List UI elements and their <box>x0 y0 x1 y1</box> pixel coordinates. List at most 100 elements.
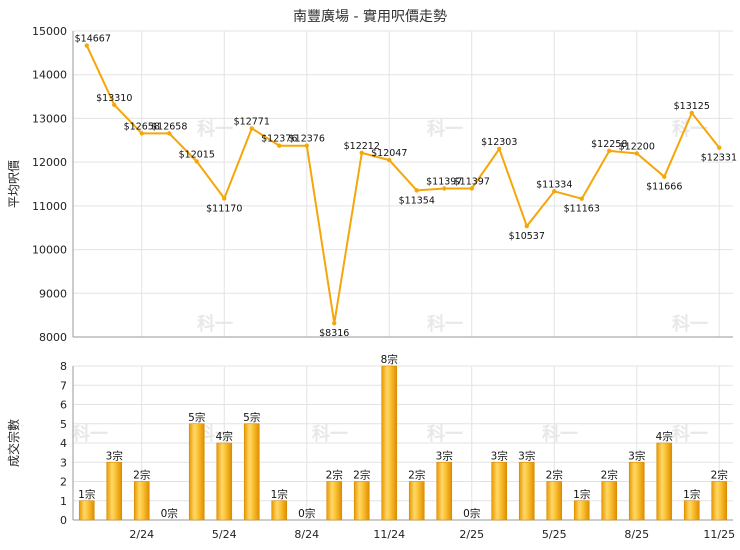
y-tick-label: 4 <box>60 437 67 450</box>
y-tick-label: 12000 <box>32 156 67 169</box>
price-data-label: $11397 <box>454 177 490 188</box>
price-data-label: $10537 <box>509 231 545 242</box>
price-point <box>524 223 529 229</box>
volume-bar <box>711 481 728 521</box>
volume-bar <box>326 481 343 521</box>
volume-data-label: 2宗 <box>326 469 343 482</box>
volume-data-label: 2宗 <box>711 469 728 482</box>
price-point <box>84 43 89 48</box>
price-data-label: $12303 <box>481 137 517 148</box>
volume-bar <box>106 461 123 521</box>
y-axis-title: 成交宗數 <box>6 419 21 467</box>
price-data-label: $12771 <box>234 116 270 127</box>
watermark-text: 科一 <box>542 423 578 445</box>
volume-data-label: 0宗 <box>298 507 315 520</box>
volume-bar <box>683 500 700 521</box>
price-line-chart: 科一科一科一科一科一科一8000900010000110001200013000… <box>7 25 737 344</box>
volume-data-label: 4宗 <box>656 430 673 443</box>
watermark-text: 科一 <box>672 118 708 140</box>
price-point <box>304 143 309 148</box>
price-data-label: $14667 <box>75 34 111 45</box>
volume-bar <box>381 365 398 521</box>
y-tick-label: 14000 <box>32 69 67 82</box>
price-data-label: $11666 <box>646 182 682 193</box>
volume-data-label: 2宗 <box>601 469 618 482</box>
watermark-text: 科一 <box>197 118 233 140</box>
chart-title: 南豐廣場 - 實用呎價走勢 <box>293 8 447 25</box>
price-data-label: $13125 <box>674 101 710 112</box>
y-axis-title: 平均呎價 <box>7 160 21 208</box>
price-line <box>85 45 721 325</box>
price-point <box>634 151 639 156</box>
watermark-text: 科一 <box>672 313 708 335</box>
volume-data-label: 3宗 <box>436 449 453 462</box>
price-point <box>167 131 172 136</box>
price-point <box>717 145 722 150</box>
y-tick-label: 3 <box>60 456 67 469</box>
price-point <box>194 159 199 164</box>
price-data-label: $12258 <box>591 139 627 150</box>
price-data-label: $12658 <box>124 121 160 132</box>
price-point <box>497 146 502 152</box>
volume-bar <box>491 461 508 521</box>
volume-bar <box>243 423 260 521</box>
volume-data-label: 4宗 <box>216 430 233 443</box>
volume-data-label: 5宗 <box>188 411 205 424</box>
volume-bar <box>353 481 370 521</box>
x-tick-label: 5/24 <box>212 528 237 541</box>
y-tick-label: 10000 <box>32 244 67 257</box>
price-data-label: $11397 <box>426 177 462 188</box>
x-tick-label: 11/24 <box>373 528 405 541</box>
x-tick-label: 5/25 <box>542 528 567 541</box>
volume-data-label: 1宗 <box>573 488 590 501</box>
y-tick-label: 1 <box>60 495 67 508</box>
y-tick-label: 7 <box>60 379 67 392</box>
volume-bar <box>601 481 618 521</box>
price-data-label: $12376 <box>289 134 325 145</box>
watermark-text: 科一 <box>427 423 463 445</box>
volume-data-label: 8宗 <box>381 353 398 366</box>
watermark-text: 科一 <box>197 313 233 335</box>
price-data-label: $12047 <box>371 148 407 159</box>
price-point <box>222 196 227 201</box>
price-data-label: $11334 <box>536 179 572 190</box>
y-tick-label: 15000 <box>32 25 67 38</box>
volume-bar <box>408 481 425 521</box>
price-data-label: $12658 <box>151 121 187 132</box>
price-point <box>332 320 337 326</box>
volume-bar <box>78 500 95 521</box>
price-point <box>112 102 117 108</box>
volume-data-label: 2宗 <box>133 469 150 482</box>
watermark-text: 科一 <box>672 423 708 445</box>
price-data-label: $12200 <box>619 141 655 152</box>
price-point <box>662 174 667 179</box>
price-data-label: $12212 <box>344 141 380 152</box>
x-tick-label: 2/24 <box>129 528 154 541</box>
volume-data-label: 3宗 <box>491 449 508 462</box>
price-data-label: $8316 <box>319 328 349 339</box>
price-data-label: $12331 <box>701 153 737 164</box>
price-data-label: $12015 <box>179 149 215 160</box>
y-tick-label: 0 <box>60 514 67 527</box>
volume-data-label: 3宗 <box>628 449 645 462</box>
price-data-label: $11354 <box>399 195 435 206</box>
volume-bar <box>518 461 535 521</box>
price-point <box>359 150 364 156</box>
volume-data-label: 2宗 <box>353 469 370 482</box>
volume-data-label: 0宗 <box>463 507 480 520</box>
x-tick-label: 11/25 <box>703 528 735 541</box>
price-point <box>442 186 447 191</box>
price-point <box>414 188 419 193</box>
watermark-text: 科一 <box>427 118 463 140</box>
y-tick-label: 13000 <box>32 112 67 125</box>
x-tick-label: 8/25 <box>624 528 649 541</box>
watermark-text: 科一 <box>72 423 108 445</box>
x-tick-label: 8/24 <box>294 528 319 541</box>
volume-data-label: 1宗 <box>683 488 700 501</box>
watermark-text: 科一 <box>312 423 348 445</box>
price-data-label: $11170 <box>206 203 242 214</box>
volume-data-label: 3宗 <box>518 449 535 462</box>
volume-bar <box>436 461 453 521</box>
